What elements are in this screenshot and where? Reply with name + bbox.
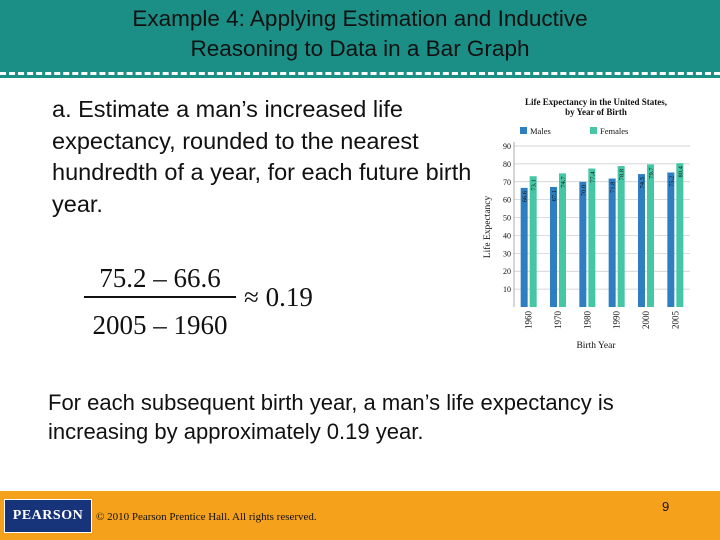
y-tick-label-90: 90 xyxy=(503,142,511,151)
bar-males-2000 xyxy=(638,174,645,307)
legend-label-males: Males xyxy=(530,126,551,136)
bar-females-1990 xyxy=(617,166,625,307)
y-tick-label-30: 30 xyxy=(503,249,511,258)
bar-chart-svg: Life Expectancy in the United States, by … xyxy=(482,97,690,351)
y-tick-label-50: 50 xyxy=(503,214,511,223)
fraction: 75.2 – 66.6 2005 – 1960 xyxy=(84,262,236,342)
fraction-numerator: 75.2 – 66.6 xyxy=(99,263,221,293)
question-text: a. Estimate a man’s increased life expec… xyxy=(52,96,472,217)
x-tick-label-1970: 1970 xyxy=(553,311,563,330)
life-expectancy-chart: Life Expectancy in the United States, by … xyxy=(480,92,698,354)
bar-females-2005 xyxy=(676,163,684,307)
y-tick-label-10: 10 xyxy=(503,285,511,294)
x-tick-label-2005: 2005 xyxy=(670,311,680,330)
legend-swatch-males xyxy=(520,127,527,134)
x-tick-label-2000: 2000 xyxy=(641,311,651,330)
page-number: 9 xyxy=(662,499,670,514)
bar-males-2005 xyxy=(667,172,675,307)
y-tick-label-40: 40 xyxy=(503,231,511,240)
x-axis-label: Birth Year xyxy=(576,341,616,351)
data-label-females-2005: 80.4 xyxy=(677,165,684,177)
bar-females-1960 xyxy=(529,176,537,307)
formula-result: ≈ 0.19 xyxy=(244,282,313,312)
data-label-males-2005: 75.2 xyxy=(668,175,675,186)
data-label-males-1990: 71.8 xyxy=(610,182,617,193)
y-tick-label-60: 60 xyxy=(503,196,511,205)
data-label-males-1960: 66.6 xyxy=(522,190,529,202)
x-tick-label-1980: 1980 xyxy=(582,311,592,330)
data-label-females-1990: 78.8 xyxy=(619,169,626,180)
conclusion-text: For each subsequent birth year, a man’s … xyxy=(48,390,614,444)
chart-title: Life Expectancy in the United States, by … xyxy=(525,97,667,117)
bar-females-2000 xyxy=(647,164,654,307)
y-tick-label-80: 80 xyxy=(503,160,511,169)
x-tick-label-1960: 1960 xyxy=(524,311,534,330)
y-tick-label-70: 70 xyxy=(503,178,511,187)
fraction-bar xyxy=(84,296,236,298)
legend-label-females: Females xyxy=(600,126,628,136)
bar-males-1990 xyxy=(608,178,616,307)
pearson-logo-text: PEARSON xyxy=(12,508,84,523)
bar-females-1980 xyxy=(588,168,596,307)
header-dashed-divider xyxy=(0,72,720,75)
pearson-logo: PEARSON xyxy=(4,499,92,533)
data-label-females-1980: 77.4 xyxy=(589,171,596,183)
bar-females-1970 xyxy=(559,173,566,307)
bar-males-1970 xyxy=(550,186,557,307)
legend-swatch-females xyxy=(590,127,597,134)
y-axis-label: Life Expectancy xyxy=(482,196,493,259)
data-label-males-2000: 74.3 xyxy=(639,177,646,188)
y-tick-label-20: 20 xyxy=(503,267,511,276)
data-label-males-1970: 67.1 xyxy=(551,190,558,201)
data-label-females-1970: 74.7 xyxy=(560,176,567,188)
copyright-text: © 2010 Pearson Prentice Hall. All rights… xyxy=(96,511,317,523)
data-label-males-1980: 70.0 xyxy=(580,185,587,196)
fraction-denominator: 2005 – 1960 xyxy=(92,310,228,340)
slide-title: Example 4: Applying Estimation and Induc… xyxy=(132,6,588,61)
bar-males-1980 xyxy=(579,181,587,307)
slide-footer: PEARSON © 2010 Pearson Prentice Hall. Al… xyxy=(0,491,720,540)
x-tick-label-1990: 1990 xyxy=(612,311,622,330)
data-label-females-2000: 79.7 xyxy=(648,167,655,179)
data-label-females-1960: 73.1 xyxy=(531,179,538,190)
slide-header: Example 4: Applying Estimation and Induc… xyxy=(0,0,720,78)
bar-males-1960 xyxy=(520,187,528,307)
